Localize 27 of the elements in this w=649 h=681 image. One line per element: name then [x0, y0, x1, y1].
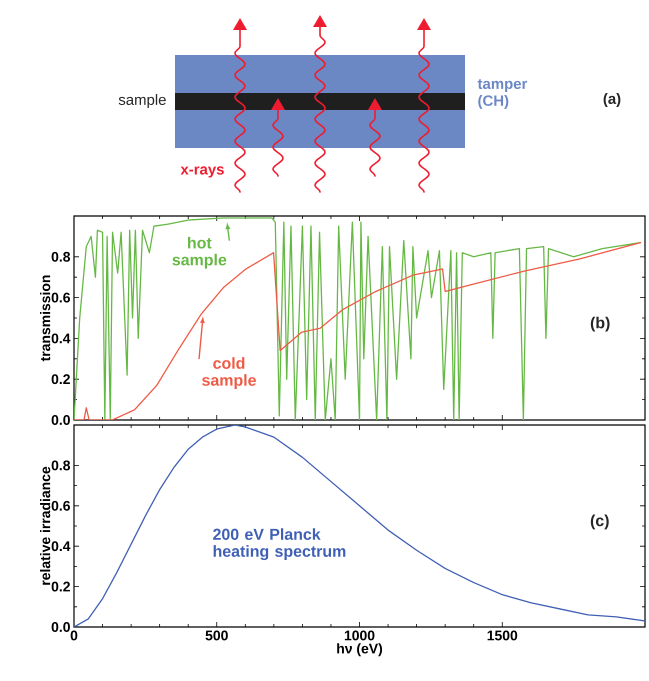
text: x-rays — [180, 166, 224, 178]
y-tick-label: 0.8 — [52, 252, 70, 262]
x-tick-label: 500 — [206, 630, 228, 640]
text: tamper (CH) — [478, 79, 528, 109]
y-tick-label: 0.0 — [52, 415, 70, 425]
text: (a) — [604, 93, 620, 107]
y-tick-label: 0.2 — [52, 582, 70, 592]
y-tick-label: 0.4 — [52, 333, 70, 344]
y-axis-title: relative irradiance — [40, 466, 50, 585]
y-tick-label: 0.2 — [52, 374, 70, 384]
y-tick-label: 0.8 — [52, 460, 70, 470]
y-tick-label: 0.4 — [52, 541, 70, 552]
x-tick-label: 1500 — [488, 630, 518, 640]
annotation: hot sample — [172, 236, 226, 269]
x-axis-title: hν (eV) — [337, 643, 382, 656]
y-tick-label: 0.0 — [52, 622, 70, 632]
text: sample — [118, 94, 166, 108]
y-tick-label: 0.6 — [52, 500, 70, 511]
x-tick-label: 0 — [70, 630, 78, 640]
annotation: 200 eV Planck heating spectrum — [213, 528, 346, 560]
y-tick-label: 0.6 — [52, 292, 70, 303]
annotation: cold sample — [202, 357, 256, 389]
annotation: (b) — [590, 316, 610, 332]
x-tick-label: 1000 — [344, 630, 374, 640]
line-series — [74, 424, 646, 627]
y-axis-title: transmission — [40, 275, 50, 362]
annotation: (c) — [590, 514, 609, 530]
